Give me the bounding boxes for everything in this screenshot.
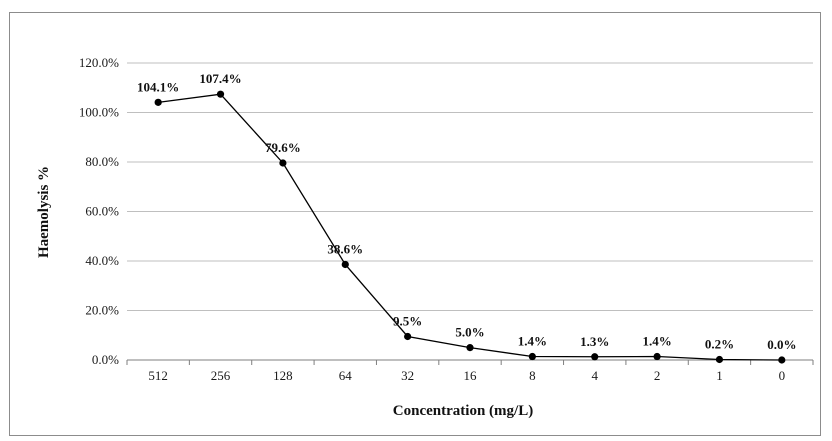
y-tick-label: 20.0% <box>85 303 119 318</box>
y-tick-label: 0.0% <box>92 352 119 367</box>
x-tick-labels: 512 256 128 64 32 16 8 4 2 1 0 <box>148 368 785 383</box>
data-label: 1.4% <box>642 334 671 349</box>
data-point <box>216 90 225 98</box>
y-tick-label: 60.0% <box>85 204 119 219</box>
x-tick-label: 0 <box>779 368 786 383</box>
data-point <box>778 356 786 364</box>
x-tick-label: 512 <box>148 368 168 383</box>
data-label: 104.1% <box>137 79 179 94</box>
data-point <box>154 98 162 106</box>
data-point <box>404 332 412 341</box>
data-label: 107.4% <box>199 71 241 86</box>
x-tick-label: 8 <box>529 368 536 383</box>
data-label: 0.0% <box>767 337 796 352</box>
x-tick-label: 64 <box>339 368 353 383</box>
data-label: 1.3% <box>580 334 609 349</box>
data-label: 0.2% <box>705 337 734 352</box>
y-tick-labels: 0.0% 20.0% 40.0% 60.0% 80.0% 100.0% 120.0% <box>79 55 119 367</box>
y-tick-label: 80.0% <box>85 154 119 169</box>
data-point <box>341 260 349 269</box>
data-point <box>528 352 536 361</box>
axes <box>126 359 814 365</box>
series-haemolysis <box>154 90 786 364</box>
y-tick-label: 100.0% <box>79 105 119 120</box>
x-tick-label: 16 <box>464 368 478 383</box>
x-tick-label: 256 <box>211 368 231 383</box>
grid-lines <box>127 62 813 311</box>
x-axis-title: Concentration (mg/L) <box>393 403 533 419</box>
data-point <box>715 355 724 364</box>
x-tick-label: 32 <box>401 368 414 383</box>
data-point <box>279 159 287 167</box>
x-tick-label: 128 <box>273 368 293 383</box>
y-axis-title: Haemolysis % <box>36 166 52 258</box>
data-label: 5.0% <box>455 325 484 340</box>
data-point <box>591 353 599 361</box>
x-tick-label: 1 <box>716 368 723 383</box>
y-tick-label: 120.0% <box>79 55 119 70</box>
data-label: 38.6% <box>327 241 363 256</box>
data-labels: 104.1% 107.4% 79.6% 38.6% 9.5% 5.0% 1.4% 1.3% 1.… <box>137 71 796 352</box>
x-tick-label: 4 <box>591 368 598 383</box>
data-label: 9.5% <box>393 313 422 328</box>
series-line <box>158 93 782 361</box>
data-label: 1.4% <box>518 334 547 349</box>
data-point <box>466 344 474 352</box>
data-label: 79.6% <box>265 140 301 155</box>
chart-frame <box>9 12 821 436</box>
x-tick-label: 2 <box>654 368 661 383</box>
data-point <box>653 352 661 361</box>
y-tick-label: 40.0% <box>85 253 119 268</box>
